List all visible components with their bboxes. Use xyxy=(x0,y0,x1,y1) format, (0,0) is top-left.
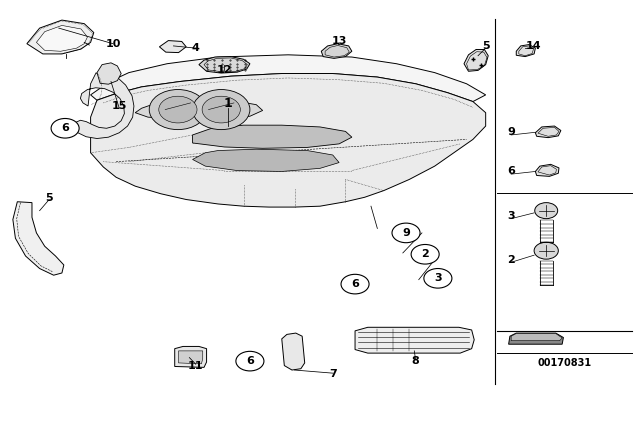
Text: 1: 1 xyxy=(223,97,232,110)
Text: 14: 14 xyxy=(525,41,541,51)
Text: 4: 4 xyxy=(192,43,200,53)
Text: 2: 2 xyxy=(421,249,429,259)
Circle shape xyxy=(202,96,241,123)
Text: 13: 13 xyxy=(332,36,347,47)
Polygon shape xyxy=(91,55,486,102)
Circle shape xyxy=(424,268,452,288)
Text: 10: 10 xyxy=(105,39,120,49)
Polygon shape xyxy=(355,327,474,353)
Text: 5: 5 xyxy=(482,41,490,51)
Text: 3: 3 xyxy=(508,211,515,221)
Polygon shape xyxy=(464,49,488,71)
Text: 8: 8 xyxy=(412,356,419,366)
Text: 15: 15 xyxy=(111,101,127,111)
Polygon shape xyxy=(175,346,207,367)
Polygon shape xyxy=(516,44,536,56)
Polygon shape xyxy=(536,126,561,138)
Circle shape xyxy=(236,351,264,371)
Circle shape xyxy=(159,96,197,123)
Polygon shape xyxy=(509,333,563,344)
Text: 9: 9 xyxy=(402,228,410,238)
Polygon shape xyxy=(75,72,134,138)
Circle shape xyxy=(149,90,207,129)
Polygon shape xyxy=(97,63,121,84)
Text: 2: 2 xyxy=(508,254,515,265)
Polygon shape xyxy=(321,44,352,58)
Text: 6: 6 xyxy=(246,356,254,366)
Polygon shape xyxy=(511,333,562,340)
Polygon shape xyxy=(193,149,339,172)
Polygon shape xyxy=(36,26,88,51)
Text: 3: 3 xyxy=(434,273,442,283)
Circle shape xyxy=(411,245,439,264)
Circle shape xyxy=(534,242,558,259)
Circle shape xyxy=(535,202,557,219)
Polygon shape xyxy=(199,56,250,73)
Text: 6: 6 xyxy=(508,167,515,177)
Polygon shape xyxy=(159,41,186,52)
Text: 00170831: 00170831 xyxy=(538,358,592,368)
Circle shape xyxy=(193,90,250,129)
Polygon shape xyxy=(13,202,64,275)
Circle shape xyxy=(392,223,420,243)
Text: 6: 6 xyxy=(351,279,359,289)
Circle shape xyxy=(341,274,369,294)
Polygon shape xyxy=(135,99,262,119)
Text: 12: 12 xyxy=(217,65,232,75)
Text: 5: 5 xyxy=(45,193,53,203)
Text: 7: 7 xyxy=(329,370,337,379)
Polygon shape xyxy=(282,333,305,370)
Text: 9: 9 xyxy=(508,127,515,137)
Circle shape xyxy=(51,118,79,138)
Polygon shape xyxy=(27,20,94,54)
Text: 11: 11 xyxy=(188,361,204,370)
Polygon shape xyxy=(91,73,486,207)
Polygon shape xyxy=(536,164,559,177)
Text: 6: 6 xyxy=(61,123,69,133)
Polygon shape xyxy=(179,351,203,364)
Polygon shape xyxy=(193,125,352,148)
